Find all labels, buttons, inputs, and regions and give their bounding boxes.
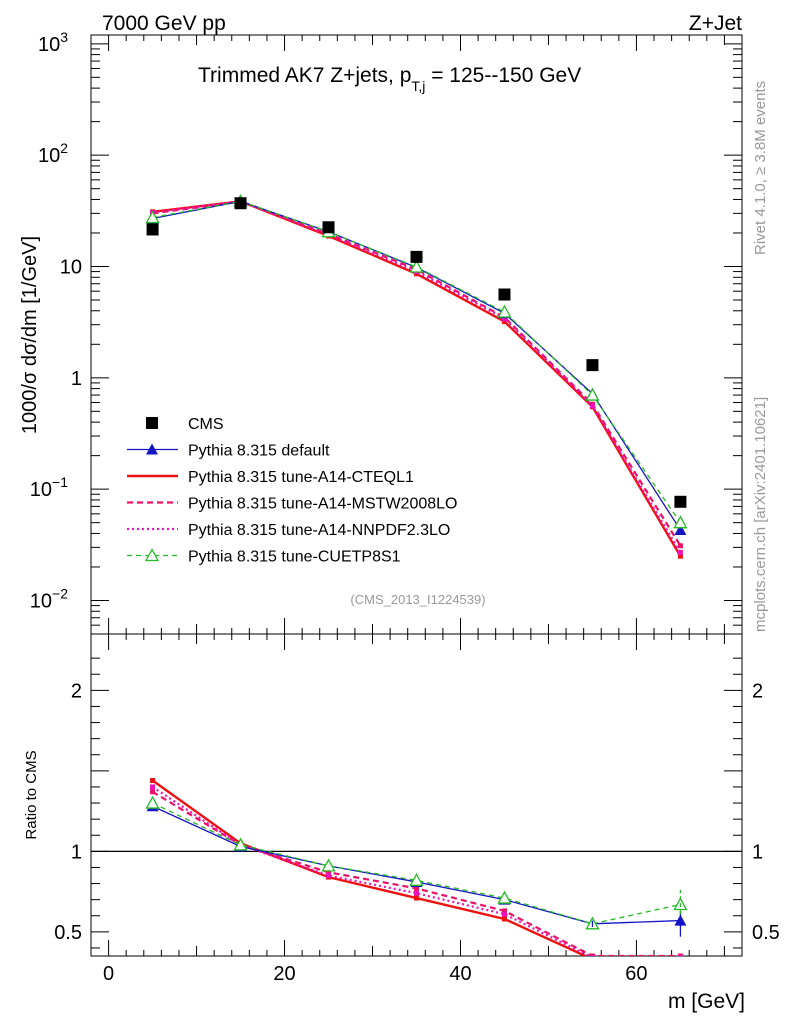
ratio-point-cuetp8s1 — [145, 795, 160, 809]
legend-marker-cuetp8s1 — [144, 548, 160, 562]
ratio-point-mstw — [150, 789, 156, 795]
point-cms — [410, 250, 423, 263]
ratio-y-tick-label: 2 — [71, 680, 82, 702]
point-mstw — [677, 543, 683, 549]
point-cteql1 — [501, 319, 507, 325]
point-default — [674, 523, 687, 535]
x-axis-label: m [GeV] — [668, 990, 745, 1013]
ratio-line-cteql1 — [151, 779, 589, 956]
header-energy: 7000 GeV pp — [102, 12, 226, 35]
legend-label-cuetp8s1: Pythia 8.315 tune-CUETP8S1 — [188, 549, 401, 566]
point-cuetp8s1 — [145, 210, 160, 224]
plot-title-sub: T,j — [411, 78, 425, 94]
plot-title-main: Trimmed AK7 Z+jets, p — [198, 64, 411, 87]
legend-label-cms: CMS — [188, 416, 224, 433]
ratio-y-axis-label: Ratio to CMS — [23, 750, 40, 839]
point-cteql1 — [677, 553, 683, 559]
ratio-point-nnpdf — [677, 955, 683, 956]
legend-label-default: Pythia 8.315 default — [188, 443, 330, 460]
ratio-point-cteql1 — [590, 957, 595, 962]
ratio-point-nnpdf — [589, 955, 595, 956]
ratio-point-cteql1 — [501, 916, 507, 922]
main-y-tick-label: 102 — [38, 140, 68, 167]
ratio-line-default — [152, 805, 681, 925]
analysis-id: (CMS_2013_I1224539) — [350, 592, 485, 607]
main-plot-frame: 10−2 10−1 1 10 102 103 — [30, 29, 743, 635]
point-cms — [146, 223, 159, 236]
point-nnpdf — [677, 549, 683, 555]
ratio-point-mstw — [677, 953, 683, 956]
ratio-y-tick-label-right: 0.5 — [752, 922, 780, 944]
point-cuetp8s1 — [497, 304, 512, 318]
legend-label-mstw: Pythia 8.315 tune-A14-MSTW2008LO — [188, 496, 457, 513]
legend: CMS Pythia 8.315 default Pythia 8.315 tune… — [127, 416, 457, 566]
x-tick-label: 60 — [625, 963, 647, 985]
point-cms — [498, 288, 511, 301]
point-cuetp8s1 — [409, 259, 424, 273]
ratio-point-nnpdf — [501, 911, 507, 917]
ratio-point-mstw — [414, 885, 419, 891]
ratio-plot-border — [90, 633, 743, 957]
plot-title: Trimmed AK7 Z+jets, pT,j = 125--150 GeV — [198, 64, 581, 94]
plot-title-tail: = 125--150 GeV — [425, 64, 581, 87]
legend-label-nnpdf: Pythia 8.315 tune-A14-NNPDF2.3LO — [188, 522, 450, 539]
main-y-tick-label: 10 — [60, 256, 82, 278]
point-cuetp8s1 — [673, 515, 688, 529]
legend-label-cteql1: Pythia 8.315 tune-A14-CTEQL1 — [188, 469, 414, 486]
ratio-point-cuetp8s1 — [409, 872, 424, 886]
main-y-tick-label: 103 — [38, 29, 68, 56]
legend-marker-default — [146, 443, 158, 455]
ratio-point-cteql1 — [414, 895, 419, 901]
point-cuetp8s1 — [585, 387, 600, 401]
point-nnpdf — [589, 403, 595, 409]
main-y-tick-label: 1 — [71, 368, 82, 390]
ratio-point-cuetp8s1 — [321, 858, 336, 872]
main-y-tick-label: 10−2 — [30, 585, 68, 612]
x-tick-label: 0 — [103, 963, 114, 985]
ratio-y-tick-label: 0.5 — [54, 922, 82, 944]
ratio-point-mstw — [589, 953, 595, 956]
ratio-line-cuetp8s1 — [152, 802, 681, 925]
ratio-point-mstw — [326, 869, 332, 875]
x-tick-label: 20 — [273, 963, 295, 985]
point-cms — [322, 221, 335, 234]
point-nnpdf — [501, 316, 507, 322]
main-y-axis-label: 1000/σ dσ/dm [1/GeV] — [19, 236, 41, 434]
header-process: Z+Jet — [689, 12, 742, 35]
point-cms — [674, 495, 687, 508]
legend-marker-cms — [146, 417, 158, 429]
ratio-y-tick-label-right: 2 — [752, 680, 763, 702]
main-y-tick-label: 10−1 — [30, 474, 68, 501]
point-cms — [586, 359, 599, 372]
ratio-point-cuetp8s1 — [497, 890, 512, 904]
point-cms — [234, 197, 247, 210]
x-tick-label: 40 — [449, 963, 471, 985]
side-label-rivet: Rivet 4.1.0, ≥ 3.8M events — [752, 81, 769, 255]
ratio-point-cteql1 — [150, 778, 156, 784]
ratio-line-nnpdf — [151, 786, 592, 956]
main-plot-border — [90, 34, 743, 635]
side-label-mcplots: mcplots.cern.ch [arXiv:2401.10621] — [752, 397, 769, 632]
ratio-y-tick-label: 1 — [71, 841, 82, 863]
ratio-point-cuetp8s1 — [233, 837, 248, 851]
ratio-y-tick-label-right: 1 — [752, 841, 763, 863]
ratio-point-mstw — [501, 908, 507, 914]
ratio-point-cteql1 — [678, 958, 683, 963]
ratio-point-nnpdf — [326, 873, 332, 878]
ratio-series-group — [145, 778, 688, 963]
ratio-point-nnpdf — [150, 784, 156, 790]
ratio-point-nnpdf — [414, 890, 419, 896]
ratio-plot-frame: 0 20 40 60 0.5 0.5 1 1 2 2 — [54, 633, 780, 985]
series-layer — [145, 193, 688, 963]
